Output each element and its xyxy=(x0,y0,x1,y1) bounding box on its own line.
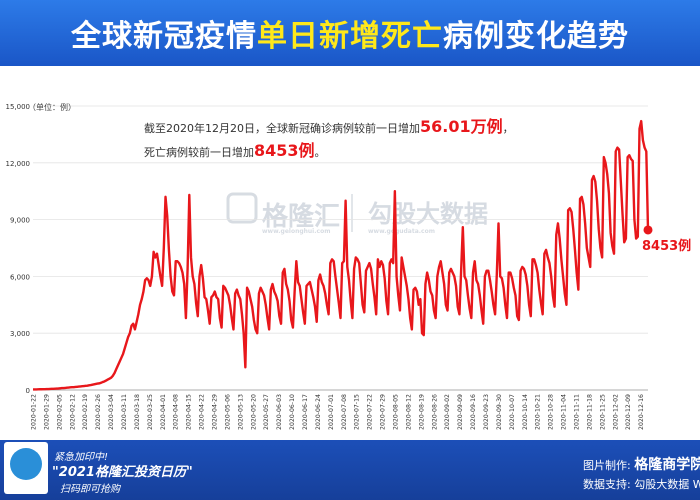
x-tick-label: 2020-02-05 xyxy=(56,394,63,430)
x-tick-label: 2020-03-18 xyxy=(134,394,141,430)
annotation-line2: 死亡病例较前一日增加8453例。 xyxy=(144,140,514,164)
x-tick-label: 2020-04-29 xyxy=(211,394,218,430)
promo-line1: 紧急加印中! xyxy=(54,452,109,463)
credit-data: 数据支持: 勾股大数据 Wind xyxy=(583,476,700,492)
annotation-line1-suffix: ， xyxy=(502,122,514,135)
credit-data-value: 勾股大数据 Wind xyxy=(634,478,700,491)
x-tick-label: 2020-05-06 xyxy=(224,394,231,430)
chart-panel xyxy=(0,66,700,440)
promo-line3: 扫码即可抢购 xyxy=(60,484,120,495)
x-tick-label: 2020-05-20 xyxy=(250,394,257,430)
x-tick-label: 2020-09-02 xyxy=(444,394,451,430)
x-tick-label: 2020-11-04 xyxy=(561,394,568,430)
x-tick-label: 2020-07-08 xyxy=(341,394,348,430)
qr-code-icon[interactable] xyxy=(4,442,48,494)
promo-line2: "2021格隆汇投资日历" xyxy=(52,465,193,480)
credit-maker-label: 图片制作: xyxy=(583,459,631,472)
x-tick-label: 2020-02-12 xyxy=(69,394,76,430)
x-tick-label: 2020-11-18 xyxy=(586,394,593,430)
annotation-confirmed-value: 56.01万例 xyxy=(420,117,503,136)
series-line xyxy=(33,119,650,391)
x-tick-label: 2020-07-15 xyxy=(354,394,361,430)
x-tick-label: 2020-03-25 xyxy=(147,394,154,430)
x-tick-label: 2020-06-17 xyxy=(302,394,309,430)
unit-label: （单位：例） xyxy=(28,102,76,112)
watermark-brand2: 勾股大数据 xyxy=(368,200,488,228)
y-tick-label: 12,000 xyxy=(6,160,31,168)
x-tick-label: 2020-03-11 xyxy=(121,394,128,430)
x-tick-label: 2020-11-25 xyxy=(599,394,606,430)
end-value-label: 8453例 xyxy=(642,239,692,254)
watermark-brand1: 格隆汇 xyxy=(262,202,341,232)
y-tick-label: 9,000 xyxy=(10,217,30,225)
x-tick-label: 2020-07-29 xyxy=(380,394,387,430)
x-tick-label: 2020-05-13 xyxy=(237,394,244,430)
x-tick-label: 2020-12-16 xyxy=(638,394,645,430)
x-tick-label: 2020-04-01 xyxy=(160,394,167,430)
x-tick-label: 2020-08-19 xyxy=(418,394,425,430)
x-tick-label: 2020-09-16 xyxy=(470,394,477,430)
title-part2: 病例变化趋势 xyxy=(443,19,629,54)
x-tick-label: 2020-05-27 xyxy=(263,394,270,430)
x-tick-label: 2020-01-29 xyxy=(43,394,50,430)
x-tick-label: 2020-12-09 xyxy=(625,394,632,430)
title-highlight: 单日新增死亡 xyxy=(257,19,443,54)
x-tick-label: 2020-09-09 xyxy=(457,394,464,430)
watermark-logo-icon xyxy=(226,192,258,224)
x-tick-label: 2020-07-22 xyxy=(367,394,374,430)
annotation-line1-prefix: 截至2020年12月20日，全球新冠确诊病例较前一日增加 xyxy=(144,122,420,135)
x-tick-label: 2020-10-14 xyxy=(522,394,529,430)
x-tick-label: 2020-10-07 xyxy=(509,394,516,430)
credit-maker-value: 格隆商学院 xyxy=(634,457,700,473)
x-tick-label: 2020-08-05 xyxy=(392,394,399,430)
credit-maker: 图片制作: 格隆商学院 xyxy=(583,454,700,474)
x-tick-label: 2020-06-24 xyxy=(315,394,322,430)
y-tick-label: 15,000 xyxy=(6,103,31,111)
credit-data-label: 数据支持: xyxy=(583,478,631,491)
title-part1: 全球新冠疫情 xyxy=(71,19,257,54)
watermark-brand2-url: www.gogudata.com xyxy=(368,228,435,235)
x-tick-label: 2020-11-11 xyxy=(573,394,580,430)
x-tick-label: 2020-09-23 xyxy=(483,394,490,430)
y-tick-label: 3,000 xyxy=(10,330,30,338)
x-tick-label: 2020-06-03 xyxy=(276,394,283,430)
page-title: 全球新冠疫情 单日新增死亡 病例变化趋势 xyxy=(0,0,700,66)
x-tick-label: 2020-08-26 xyxy=(431,394,438,430)
x-tick-label: 2020-09-30 xyxy=(496,394,503,430)
y-tick-label: 0 xyxy=(26,387,30,395)
annotation-line1: 截至2020年12月20日，全球新冠确诊病例较前一日增加56.01万例， xyxy=(144,116,514,140)
x-tick-label: 2020-12-02 xyxy=(612,394,619,430)
annotation-line2-suffix: 。 xyxy=(314,146,326,159)
x-tick-label: 2020-02-19 xyxy=(82,394,89,430)
watermark-brand1-url: www.gelonghui.com xyxy=(262,228,331,235)
x-tick-label: 2020-02-26 xyxy=(95,394,102,430)
footer-bar xyxy=(0,440,700,500)
annotation-death-value: 8453例 xyxy=(254,141,315,160)
x-tick-label: 2020-10-21 xyxy=(535,394,542,430)
annotation: 截至2020年12月20日，全球新冠确诊病例较前一日增加56.01万例， 死亡病… xyxy=(144,116,514,164)
y-tick-label: 6,000 xyxy=(10,273,30,281)
end-point-marker xyxy=(643,225,653,235)
x-tick-label: 2020-04-08 xyxy=(173,394,180,430)
x-tick-label: 2020-04-15 xyxy=(186,394,193,430)
x-tick-label: 2020-04-22 xyxy=(199,394,206,430)
x-tick-label: 2020-07-01 xyxy=(328,394,335,430)
x-tick-label: 2020-10-28 xyxy=(548,394,555,430)
x-tick-label: 2020-06-10 xyxy=(289,394,296,430)
x-tick-label: 2020-01-22 xyxy=(31,394,38,430)
x-tick-label: 2020-08-12 xyxy=(405,394,412,430)
x-tick-label: 2020-03-04 xyxy=(108,394,115,430)
header-bar xyxy=(0,0,700,66)
annotation-line2-prefix: 死亡病例较前一日增加 xyxy=(144,146,254,159)
